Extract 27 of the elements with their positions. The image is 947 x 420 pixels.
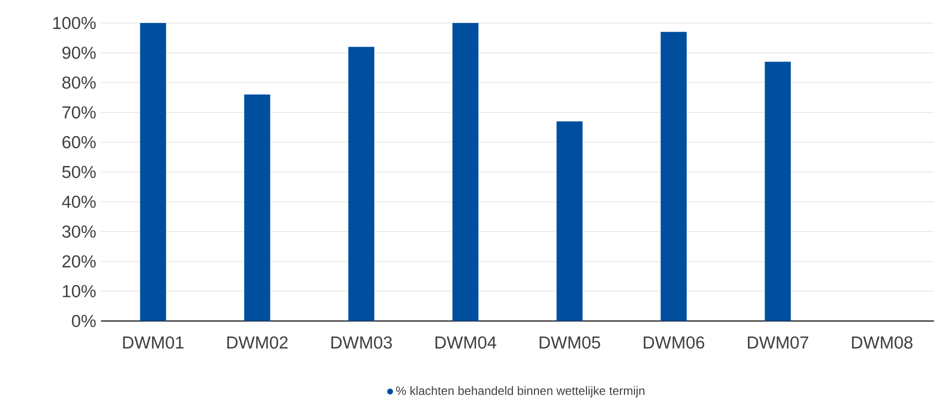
y-tick-label: 80%: [62, 76, 96, 89]
x-tick-label: DWM08: [852, 336, 912, 349]
x-tick-label: DWM07: [748, 336, 808, 349]
y-tick-label: 60%: [62, 136, 96, 148]
bar: [660, 32, 687, 321]
legend-label: % klachten behandeld binnen wettelijke termijn: [396, 386, 644, 398]
y-tick-label: 50%: [62, 166, 96, 178]
bar: [244, 94, 270, 321]
bar: [556, 121, 583, 321]
y-tick-label: 0%: [72, 314, 96, 328]
x-tick-label: DWM05: [540, 336, 600, 349]
y-tick-label: 40%: [62, 196, 96, 208]
x-tick-label: DWM04: [436, 336, 496, 349]
bar: [764, 62, 791, 321]
bar: [348, 46, 374, 321]
bar: [452, 22, 478, 321]
x-tick-label: DWM01: [123, 336, 184, 349]
y-tick-label: 70%: [62, 106, 96, 119]
x-tick-label: DWM03: [331, 336, 392, 349]
x-tick-label: DWM06: [644, 336, 704, 349]
y-tick-label: 30%: [62, 225, 96, 238]
y-tick-label: 90%: [62, 46, 96, 59]
y-tick-label: 100%: [53, 16, 96, 30]
y-tick-label: 10%: [62, 285, 96, 298]
y-tick-label: 20%: [62, 255, 96, 268]
bar: [140, 22, 166, 321]
x-tick-label: DWM02: [227, 336, 288, 349]
